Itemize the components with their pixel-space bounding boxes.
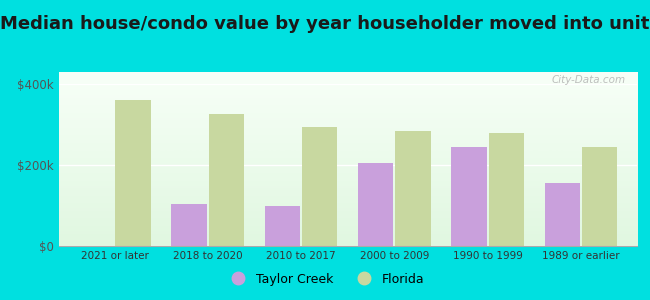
Legend: Taylor Creek, Florida: Taylor Creek, Florida	[220, 268, 430, 291]
Text: City-Data.com: City-Data.com	[551, 76, 625, 85]
Bar	[209, 115, 244, 246]
Bar	[395, 131, 431, 246]
Bar	[451, 147, 487, 246]
Bar	[172, 203, 207, 246]
Bar	[302, 127, 337, 246]
Bar	[582, 147, 618, 246]
Bar	[545, 183, 580, 246]
Text: Median house/condo value by year householder moved into unit: Median house/condo value by year househo…	[0, 15, 650, 33]
Bar	[116, 100, 151, 246]
Bar	[489, 133, 524, 246]
Bar	[358, 163, 393, 246]
Bar	[265, 206, 300, 246]
